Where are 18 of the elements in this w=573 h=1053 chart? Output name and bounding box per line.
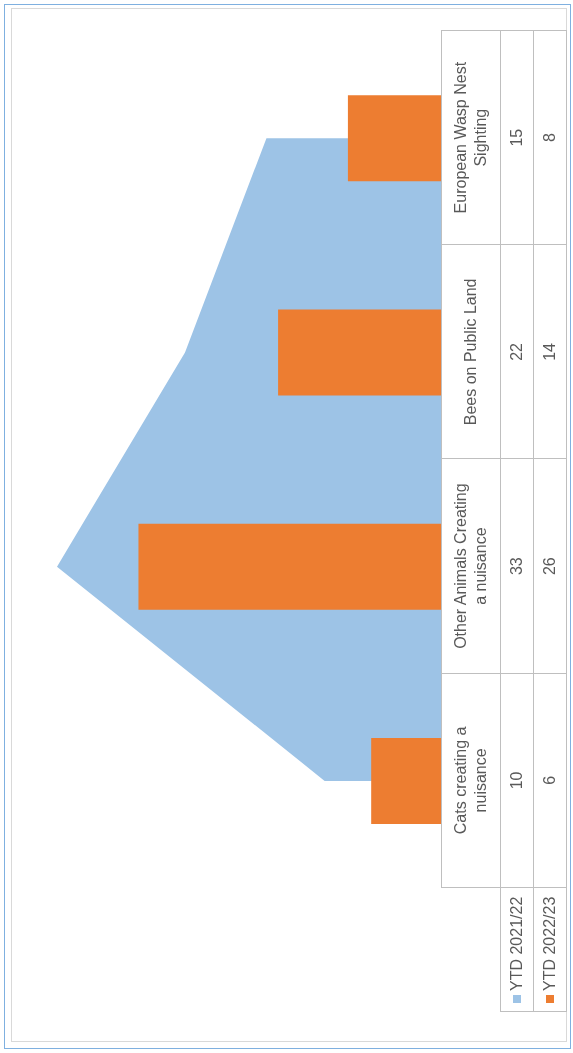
y-tick-label: Other Animals Creating a nuisance <box>452 483 489 649</box>
bar <box>371 738 441 825</box>
data-label: 8 <box>541 133 559 143</box>
text: YTD 2022/23 <box>541 896 559 991</box>
y-tick-label: European Wasp Nest Sighting <box>452 61 489 214</box>
data-label: 22 <box>508 342 526 361</box>
data-label: 15 <box>508 128 526 147</box>
data-label: 6 <box>541 775 559 785</box>
bar <box>278 309 441 396</box>
data-label: 33 <box>508 557 526 576</box>
text: YTD 2021/22 <box>508 896 526 991</box>
bar <box>138 523 441 610</box>
y-tick-label: Cats creating a nuisance <box>452 726 489 835</box>
data-label: 14 <box>541 342 559 361</box>
data-label: 26 <box>541 557 559 576</box>
bar <box>347 95 441 182</box>
data-label: 10 <box>508 771 526 790</box>
y-tick-label: Bees on Public Land <box>462 278 479 426</box>
